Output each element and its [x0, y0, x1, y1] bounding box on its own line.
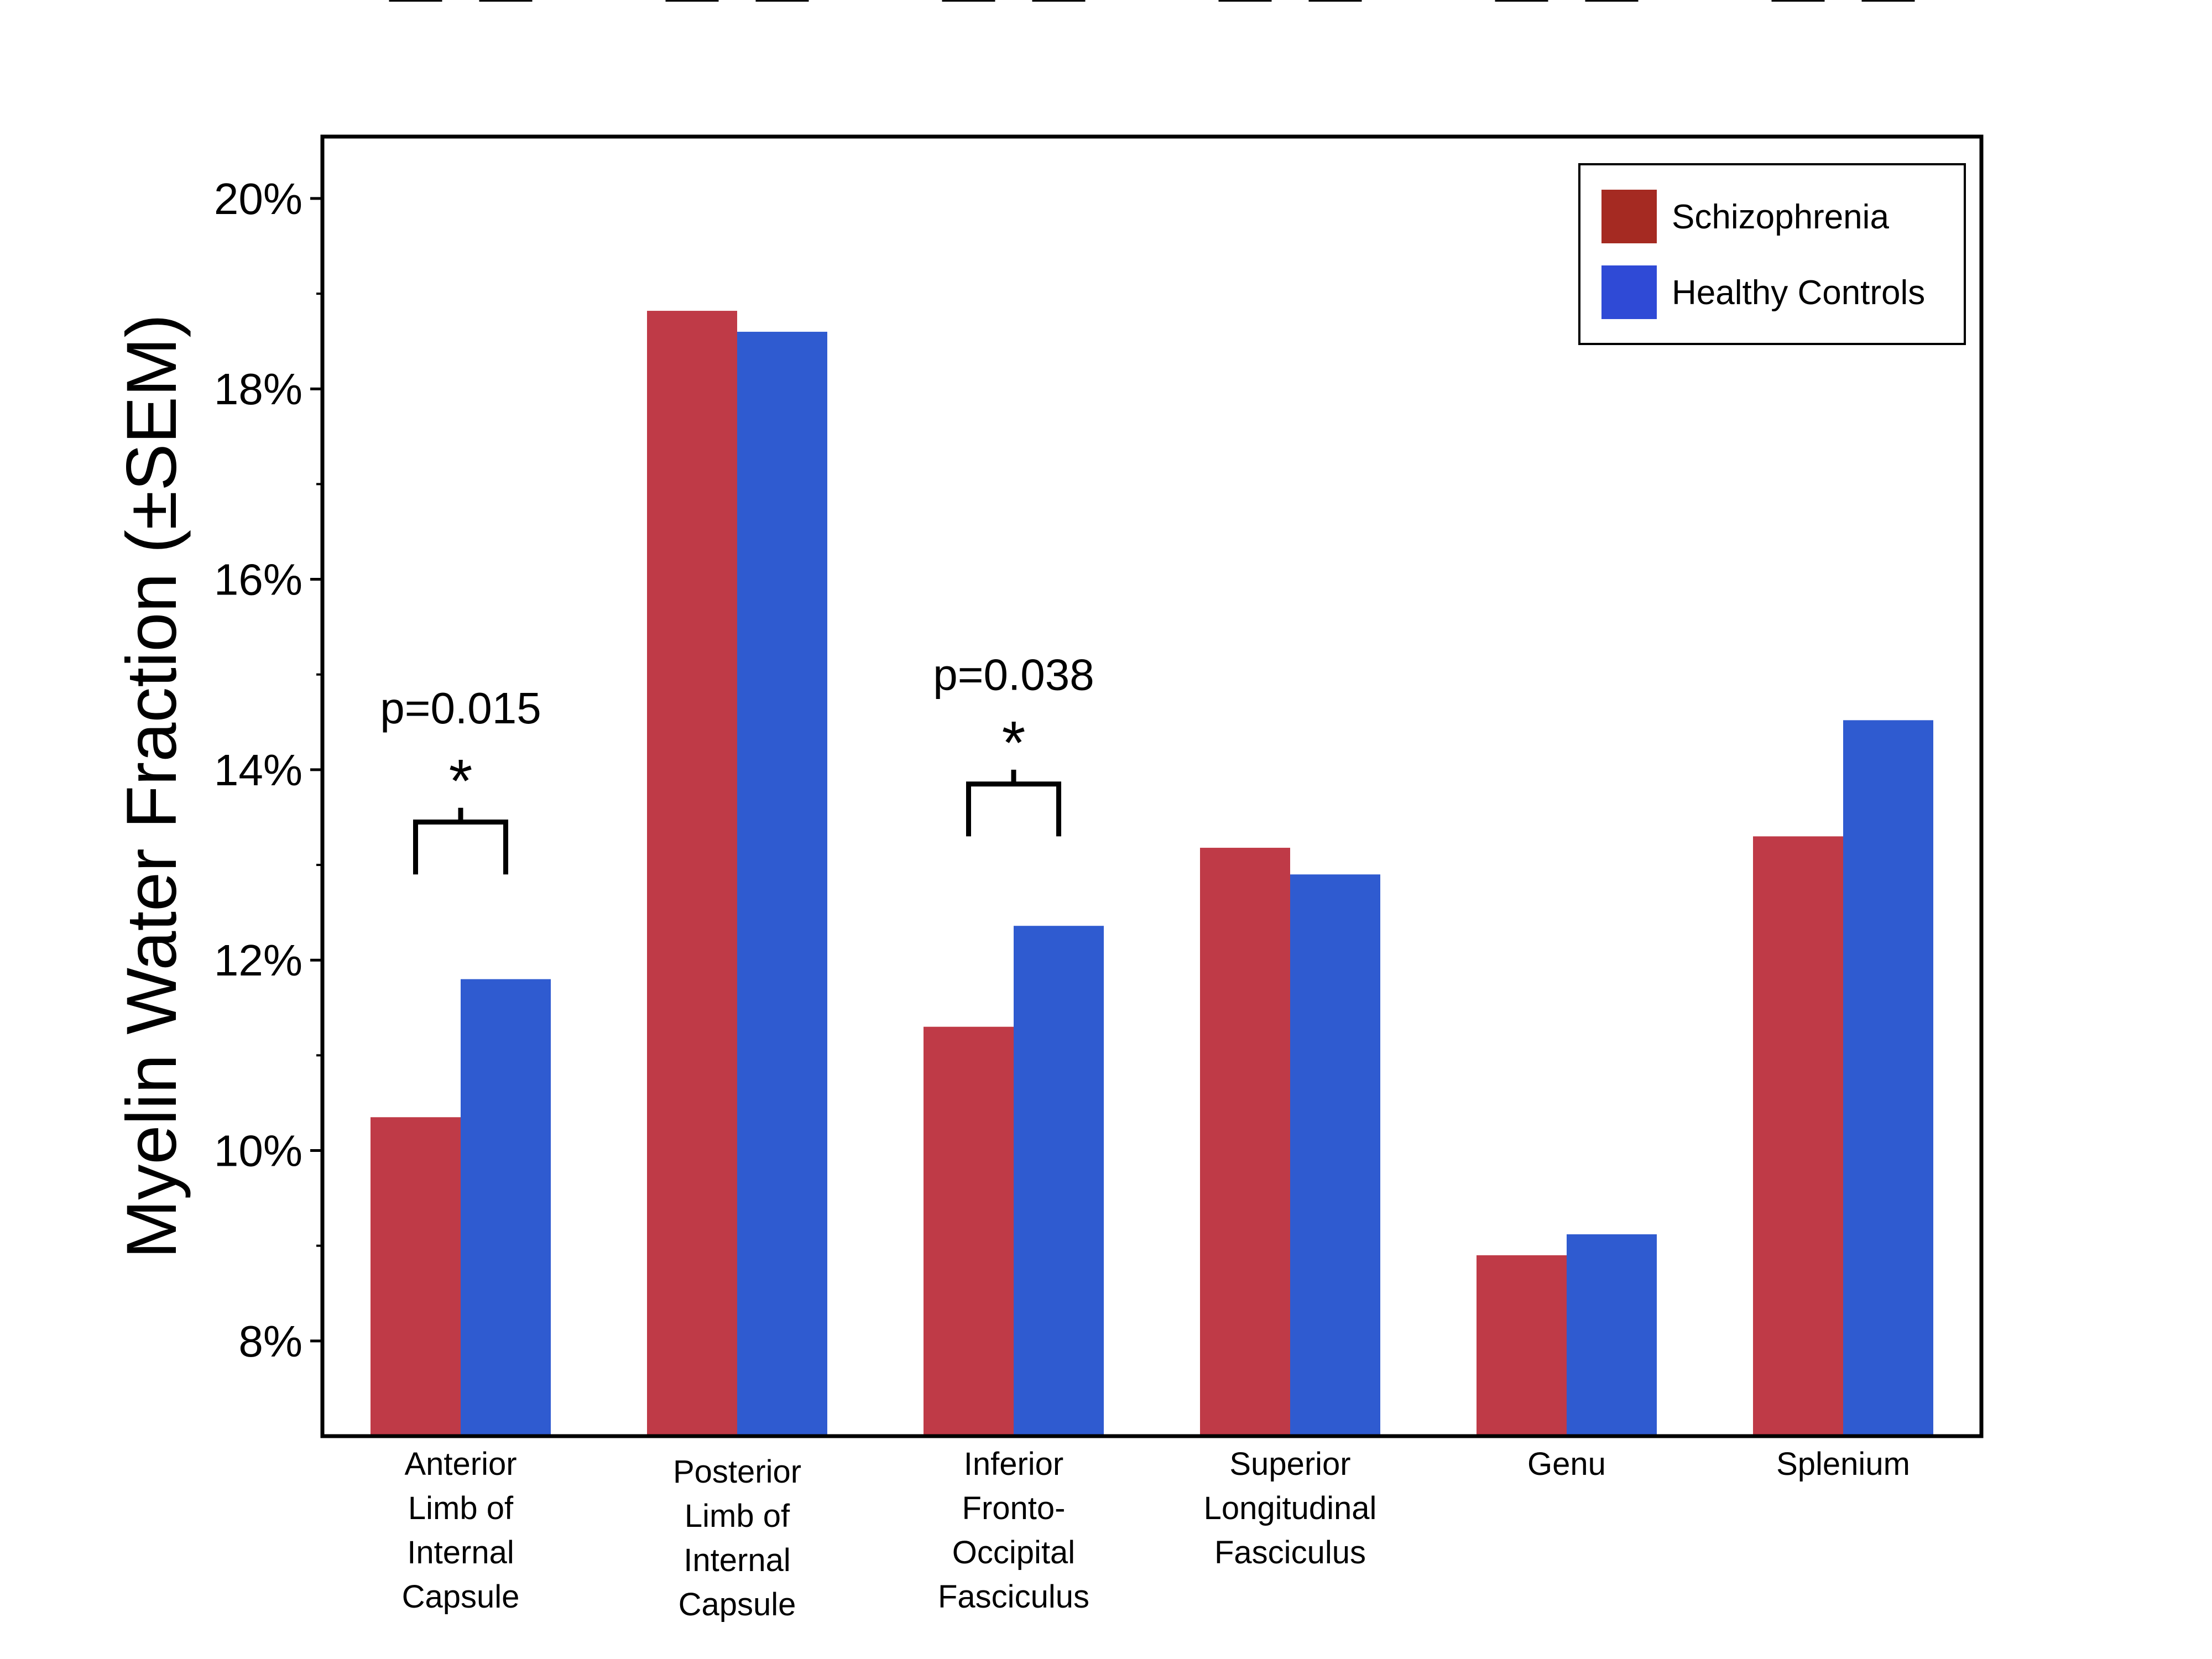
y-axis: 8% 10% 12% 14% 16% 18% 20%: [214, 174, 322, 1366]
x-tick-label-line: Superior: [1229, 1446, 1350, 1482]
y-tick-label: 8%: [238, 1317, 302, 1366]
bar-schizophrenia: [647, 311, 737, 1436]
x-tick-label-line: Capsule: [679, 1587, 796, 1623]
plot-frame: [320, 134, 1984, 1438]
bar-healthy-controls: [1014, 926, 1104, 1436]
x-axis: Anterior Limb of Internal Capsule Posterior L…: [402, 1446, 1910, 1623]
significance-star: *: [449, 747, 473, 815]
x-tick-label: Anterior Limb of Internal Capsule: [402, 1446, 520, 1615]
x-tick-label-line: Capsule: [402, 1579, 520, 1615]
y-tick-label: 20%: [214, 174, 302, 223]
x-tick-label-line: Splenium: [1776, 1446, 1910, 1482]
bar-schizophrenia: [924, 1026, 1014, 1436]
p-value-label: p=0.038: [933, 650, 1094, 700]
significance-bracket: [966, 769, 1061, 837]
x-tick-label: Genu: [1527, 1446, 1606, 1482]
x-tick-label: Inferior Fronto- Occipital Fasciculus: [938, 1446, 1089, 1615]
x-tick-label-line: Limb of: [685, 1498, 790, 1534]
x-tick-label-line: Genu: [1527, 1446, 1606, 1482]
legend-swatch-healthy-controls: [1601, 265, 1657, 319]
bar-healthy-controls: [1290, 874, 1380, 1436]
x-tick-label-line: Fasciculus: [938, 1579, 1089, 1615]
x-tick-label: Splenium: [1776, 1446, 1910, 1482]
x-tick-label-line: Anterior: [404, 1446, 517, 1482]
bar-schizophrenia: [1200, 848, 1290, 1436]
significance-bracket: [413, 807, 508, 875]
annotations-layer: * p=0.015 * p=0.038: [380, 650, 1094, 875]
y-tick-label: 10%: [214, 1126, 302, 1176]
x-tick-label-line: Internal: [407, 1535, 514, 1571]
y-tick-label: 18%: [214, 364, 302, 414]
x-tick-label-line: Fasciculus: [1214, 1535, 1366, 1571]
bar-schizophrenia: [1753, 836, 1843, 1436]
significance-star: *: [1002, 709, 1026, 777]
legend-label: Healthy Controls: [1672, 274, 1925, 312]
legend-swatch-schizophrenia: [1601, 190, 1657, 243]
x-tick-label-line: Limb of: [408, 1490, 514, 1526]
bar-healthy-controls: [1567, 1234, 1657, 1436]
x-tick-label-line: Inferior: [964, 1446, 1064, 1482]
y-tick-label: 16%: [214, 555, 302, 604]
x-tick-label: Posterior Limb of Internal Capsule: [673, 1454, 801, 1623]
y-axis-title: Myelin Water Fraction (±SEM): [112, 314, 191, 1259]
bars-layer: [371, 311, 1933, 1436]
p-value-label: p=0.015: [380, 684, 541, 733]
x-tick-label-line: Posterior: [673, 1454, 801, 1490]
legend-label: Schizophrenia: [1672, 198, 1889, 236]
x-tick-label-line: Occipital: [952, 1535, 1075, 1571]
bar-schizophrenia: [1477, 1255, 1567, 1436]
x-tick-label-line: Fronto-: [962, 1490, 1066, 1526]
bar-healthy-controls: [1843, 720, 1933, 1436]
bar-schizophrenia: [371, 1117, 461, 1436]
x-tick-label: Superior Longitudinal Fasciculus: [1204, 1446, 1377, 1571]
x-tick-label-line: Longitudinal: [1204, 1490, 1377, 1526]
bar-healthy-controls: [737, 331, 827, 1436]
x-tick-label-line: Internal: [684, 1542, 790, 1578]
bar-healthy-controls: [461, 979, 551, 1436]
legend: Schizophrenia Healthy Controls: [1578, 163, 1966, 345]
y-tick-label: 12%: [214, 936, 302, 985]
y-tick-label: 14%: [214, 745, 302, 795]
